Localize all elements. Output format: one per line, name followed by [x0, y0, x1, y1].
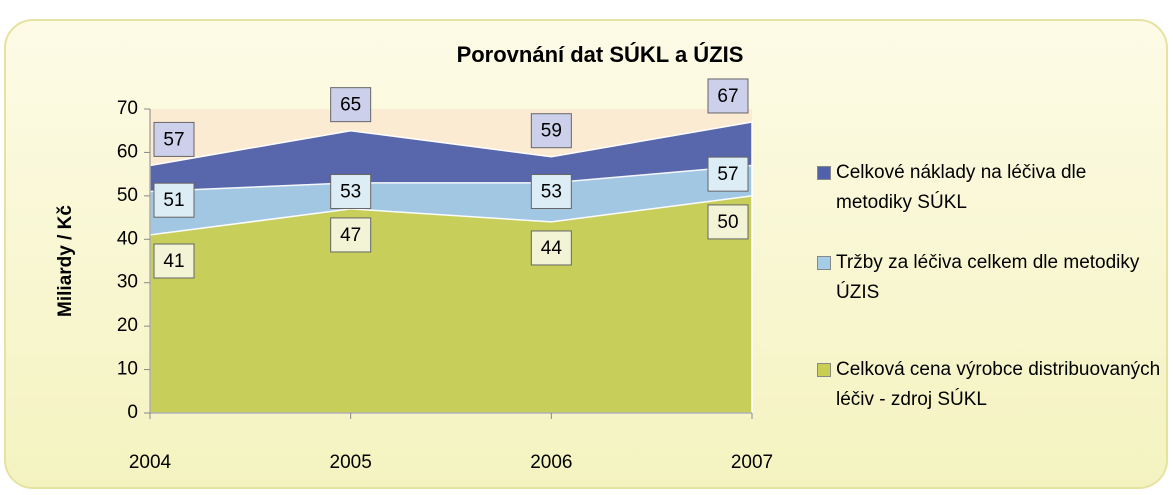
data-label-box [330, 217, 372, 253]
data-label: 51 [163, 190, 184, 211]
data-label-box [330, 174, 372, 210]
data-label-box [707, 204, 749, 240]
y-tick-label: 30 [117, 272, 138, 293]
data-label: 59 [541, 121, 562, 142]
data-label-box [153, 182, 195, 218]
legend-swatch [817, 363, 831, 377]
data-label: 53 [541, 182, 562, 203]
data-label: 47 [340, 225, 361, 246]
y-tick-label: 0 [127, 402, 138, 423]
y-tick-label: 50 [117, 185, 138, 206]
legend-label: Tržby za léčiva celkem dle metodiky ÚZIS [836, 252, 1140, 303]
data-label: 57 [717, 164, 738, 185]
area [149, 195, 753, 414]
legend-entry: Celková cena výrobce distribuovaných léč… [817, 355, 1166, 415]
legend-swatch [817, 166, 831, 180]
data-label: 57 [163, 129, 184, 150]
data-label: 65 [340, 95, 361, 116]
data-label: 44 [541, 238, 563, 259]
data-label: 41 [163, 251, 184, 272]
x-tick-label: 2005 [330, 452, 372, 473]
chart-title: Porovnání dat SÚKL a ÚZIS [457, 42, 744, 67]
x-tick-label: 2004 [129, 452, 172, 473]
x-tick-label: 2006 [530, 452, 572, 473]
y-tick-label: 10 [117, 359, 138, 380]
y-axis-label: Miliardy / Kč [55, 205, 76, 317]
y-tick-label: 20 [117, 315, 138, 336]
legend-label: Celkové náklady na léčiva dle metodiky S… [836, 162, 1087, 213]
legend-entry: Celkové náklady na léčiva dle metodiky S… [817, 158, 1166, 218]
x-tick-label: 2007 [731, 452, 773, 473]
data-label: 50 [717, 212, 738, 233]
data-label: 67 [717, 86, 738, 107]
data-label-box [707, 78, 749, 114]
y-tick-label: 40 [117, 228, 138, 249]
data-label-box [707, 156, 749, 192]
y-tick-label: 70 [117, 98, 138, 119]
data-label-box [330, 87, 372, 123]
data-label-box [153, 121, 195, 157]
legend-entry: Tržby za léčiva celkem dle metodiky ÚZIS [817, 248, 1166, 308]
legend-label: Celková cena výrobce distribuovaných léč… [836, 359, 1161, 410]
data-label: 53 [340, 182, 361, 203]
data-label-box [530, 174, 572, 210]
y-tick-label: 60 [117, 141, 138, 162]
data-label-box [153, 243, 195, 279]
data-label-box [530, 113, 572, 149]
data-label-box [530, 230, 572, 266]
legend-swatch [817, 256, 831, 270]
